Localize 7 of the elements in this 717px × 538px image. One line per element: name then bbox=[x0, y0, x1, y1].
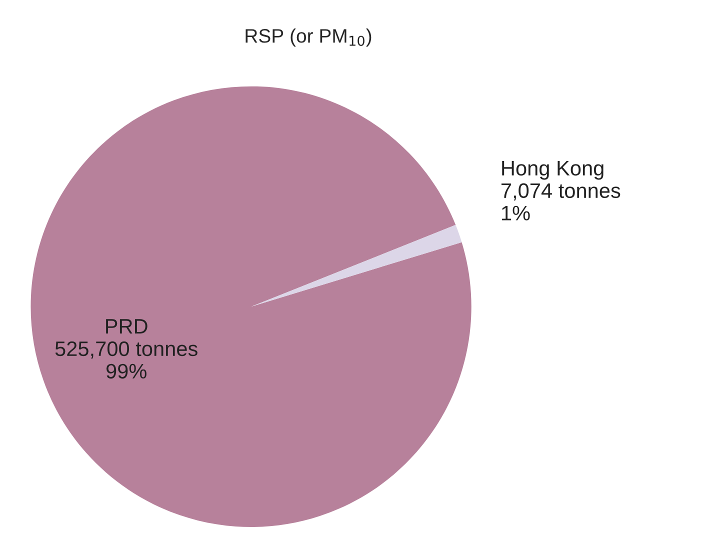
chart-title: RSP (or PM$_{10}$) bbox=[246, 28, 372, 47]
slice-label: Hong Kong bbox=[502, 161, 604, 180]
pie-slice bbox=[251, 224, 462, 307]
slice-label: PRD bbox=[106, 319, 148, 334]
data-label: 525,700 tonnes 99% bbox=[55, 341, 198, 379]
data-label: 7,074 tonnes 1% bbox=[502, 183, 620, 220]
pie-slice bbox=[30, 86, 472, 527]
